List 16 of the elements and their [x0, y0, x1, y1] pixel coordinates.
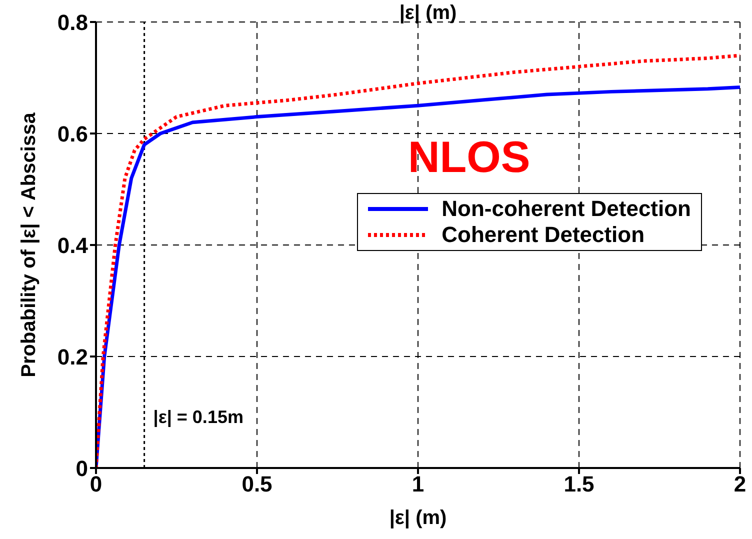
y-tick-label: 0.6: [57, 121, 88, 146]
y-tick-label: 0: [76, 456, 88, 481]
annotation: NLOS: [408, 133, 530, 183]
y-axis-title: Probability of |ε| < Abscissa: [18, 112, 40, 378]
x-tick-label: 0.5: [242, 472, 272, 497]
legend-label: Coherent Detection: [442, 222, 645, 248]
x-tick-label: 1: [412, 472, 424, 497]
chart-title: |ε| (m): [398, 2, 458, 25]
x-tick-label: 1.5: [564, 472, 594, 497]
ref-line-label: |ε| = 0.15m: [153, 407, 244, 427]
y-tick-label: 0.8: [57, 10, 88, 35]
x-axis-title: |ε| (m): [389, 507, 447, 530]
legend-label: Non-coherent Detection: [442, 196, 691, 222]
y-tick-label: 0.2: [57, 344, 88, 370]
x-tick-label: 2: [734, 472, 746, 497]
y-tick-label: 0.4: [57, 232, 89, 258]
